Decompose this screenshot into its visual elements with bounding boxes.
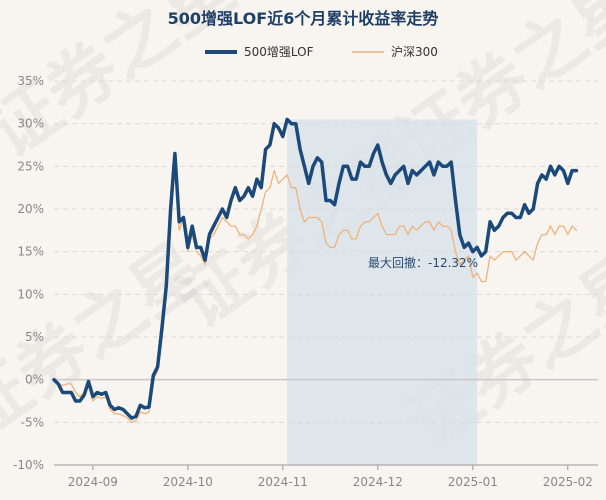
x-tick-label: 2024-11 xyxy=(258,475,308,489)
plot-area: 35% 30% 25% 20% 15% 10% 5% 0% -5% -10% 2024-09 2024… xyxy=(13,74,598,489)
y-tick-label: 5% xyxy=(25,330,44,344)
y-tick-label: 25% xyxy=(17,159,44,173)
x-tick-label: 2024-09 xyxy=(68,475,118,489)
legend-label-index: 沪深300 xyxy=(391,45,438,59)
series-line-index xyxy=(53,161,578,423)
y-tick-label: -10% xyxy=(13,458,44,472)
x-tick-label: 2024-10 xyxy=(163,475,213,489)
chart-title: 500增强LOF近6个月累计收益率走势 xyxy=(168,9,439,28)
y-tick-label: -5% xyxy=(21,415,44,429)
max-drawdown-annotation: 最大回撤：-12.32% xyxy=(368,255,478,270)
x-tick-label: 2024-12 xyxy=(353,475,403,489)
series-line-fund xyxy=(52,117,579,420)
legend: 500增强LOF 沪深300 xyxy=(205,45,438,59)
y-tick-label: 0% xyxy=(25,373,44,387)
x-tick-label: 2025-01 xyxy=(448,475,498,489)
y-tick-label: 35% xyxy=(17,74,44,88)
y-tick-label: 15% xyxy=(17,245,44,259)
y-tick-label: 30% xyxy=(17,117,44,131)
y-tick-label: 10% xyxy=(17,287,44,301)
y-tick-label: 20% xyxy=(17,202,44,216)
legend-label-fund: 500增强LOF xyxy=(244,45,314,59)
x-tick-label: 2025-02 xyxy=(543,475,593,489)
max-drawdown-region xyxy=(287,119,478,466)
